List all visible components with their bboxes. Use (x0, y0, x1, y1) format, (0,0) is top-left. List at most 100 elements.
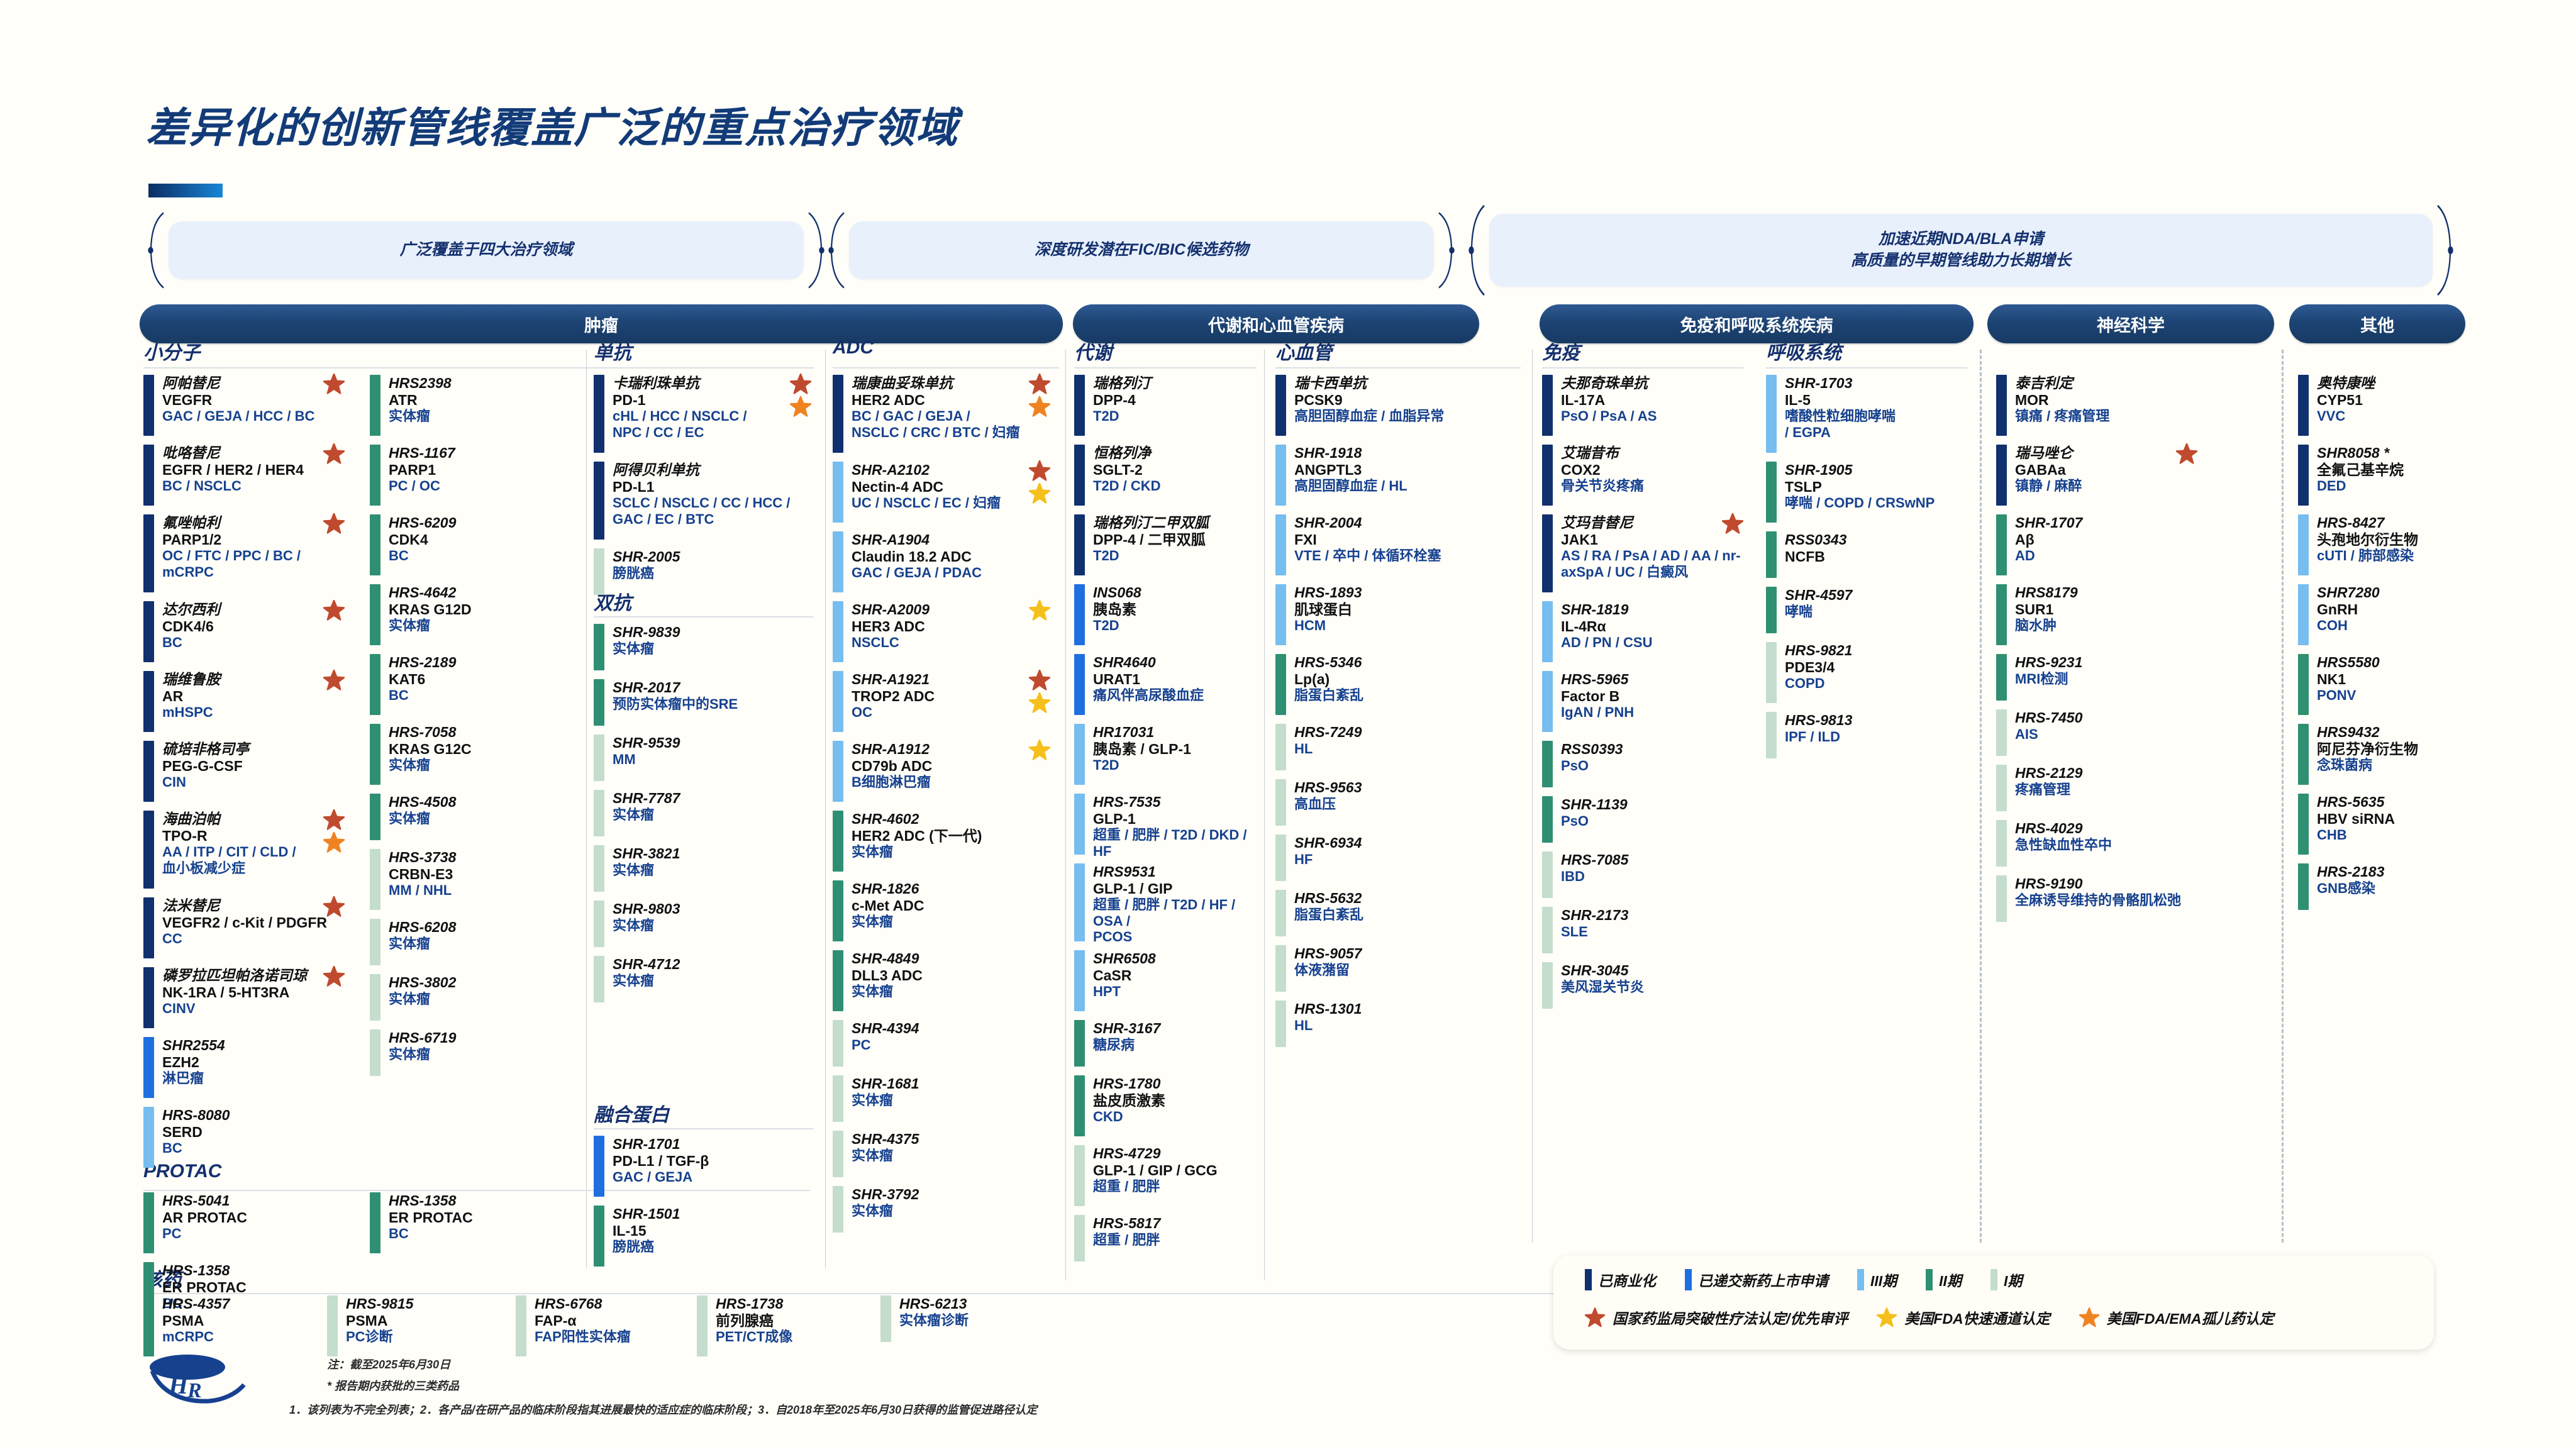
pipeline-card[interactable]: HRS-6719 实体瘤 (370, 1029, 571, 1076)
pipeline-card[interactable]: RSS0343 NCFB (1766, 531, 1974, 578)
pipeline-card[interactable]: HRS5580 NK1 PONV (2298, 654, 2487, 715)
pipeline-card[interactable]: SHR-4597 哮喘 (1766, 587, 1974, 633)
pipeline-card[interactable]: HRS-2129 疼痛管理 (1996, 765, 2204, 811)
pipeline-card[interactable]: 法米替尼 VEGFR2 / c-Kit / PDGFR CC (143, 897, 351, 958)
pipeline-card[interactable]: SHR7280 GnRH COH (2298, 584, 2487, 645)
pipeline-card[interactable]: HRS-9190 全麻诱导维持的骨骼肌松弛 (1996, 875, 2204, 922)
pipeline-card[interactable]: SHR-1139 PsO (1542, 796, 1750, 843)
pipeline-card[interactable]: 阿得贝利单抗 PD-L1 SCLC / NSCLC / CC / HCC / GAC … (594, 462, 818, 540)
pipeline-card[interactable]: SHR-A1912 CD79b ADC B细胞淋巴瘤 (833, 741, 1057, 802)
pipeline-card[interactable]: SHR-A2009 HER3 ADC NSCLC (833, 601, 1057, 662)
pipeline-card[interactable]: SHR-9803 实体瘤 (594, 901, 818, 947)
pipeline-card[interactable]: SHR-1501 IL-15 膀胱癌 (594, 1206, 818, 1267)
pipeline-card[interactable]: SHR-A2102 Nectin-4 ADC UC / NSCLC / EC / 妇… (833, 462, 1057, 523)
pipeline-card[interactable]: HRS-7085 IBD (1542, 851, 1750, 898)
pipeline-card[interactable]: INS068 胰岛素 T2D (1074, 584, 1257, 645)
pipeline-card[interactable]: SHR-4849 DLL3 ADC 实体瘤 (833, 950, 1057, 1011)
pipeline-card[interactable]: SHR-2004 FXI VTE / 卒中 / 体循环栓塞 (1275, 514, 1522, 575)
pipeline-card[interactable]: SHR-2017 预防实体瘤中的SRE (594, 679, 818, 726)
pipeline-card[interactable]: 瑞康曲妥珠单抗 HER2 ADC BC / GAC / GEJA / NSCLC / … (833, 375, 1057, 453)
pipeline-card[interactable]: SHR-2173 SLE (1542, 907, 1750, 953)
pipeline-card[interactable]: HRS-6768 FAP-α FAP阳性实体瘤 (516, 1295, 704, 1356)
pipeline-card[interactable]: HR17031 胰岛素 / GLP-1 T2D (1074, 724, 1257, 785)
pipeline-card[interactable]: HRS-5817 超重 / 肥胖 (1074, 1215, 1257, 1261)
pipeline-card[interactable]: HRS-1358 ER PROTAC BC (370, 1192, 571, 1253)
pipeline-card[interactable]: HRS-8427 头孢地尔衍生物 cUTI / 肺部感染 (2298, 514, 2487, 575)
pipeline-card[interactable]: SHR-9839 实体瘤 (594, 624, 818, 670)
pipeline-card[interactable]: SHR-4375 实体瘤 (833, 1131, 1057, 1177)
pipeline-card[interactable]: SHR-9539 MM (594, 735, 818, 781)
pipeline-card[interactable]: 卡瑞利珠单抗 PD-1 cHL / HCC / NSCLC / NPC / CC / … (594, 375, 818, 453)
pipeline-card[interactable]: 氟唑帕利 PARP1/2 OC / FTC / PPC / BC / mCRPC (143, 514, 351, 592)
pipeline-card[interactable]: SHR-1681 实体瘤 (833, 1075, 1057, 1122)
pipeline-card[interactable]: HRS-1301 HL (1275, 1001, 1522, 1047)
pipeline-card[interactable]: HRS-9057 体液潴留 (1275, 945, 1522, 992)
pipeline-card[interactable]: SHR4640 URAT1 痛风伴高尿酸血症 (1074, 654, 1257, 715)
pipeline-card[interactable]: SHR8058 * 全氟己基辛烷 DED (2298, 445, 2487, 506)
pipeline-card[interactable]: SHR-1905 TSLP 哮喘 / COPD / CRSwNP (1766, 462, 1974, 523)
pipeline-card[interactable]: HRS9531 GLP-1 / GIP 超重 / 肥胖 / T2D / HF / O… (1074, 863, 1257, 945)
pipeline-card[interactable]: HRS-4508 实体瘤 (370, 794, 571, 840)
pipeline-card[interactable]: HRS-6209 CDK4 BC (370, 514, 571, 575)
pipeline-card[interactable]: 恒格列净 SGLT-2 T2D / CKD (1074, 445, 1257, 506)
pipeline-card[interactable]: HRS-9231 MRI检测 (1996, 654, 2204, 701)
pipeline-card[interactable]: 艾瑞昔布 COX2 骨关节炎疼痛 (1542, 445, 1750, 506)
pipeline-card[interactable]: 奥特康唑 CYP51 VVC (2298, 375, 2487, 436)
pipeline-card[interactable]: SHR-1819 IL-4Rα AD / PN / CSU (1542, 601, 1750, 662)
pipeline-card[interactable]: HRS-5041 AR PROTAC PC (143, 1192, 351, 1253)
pipeline-card[interactable]: HRS-9821 PDE3/4 COPD (1766, 642, 1974, 703)
pipeline-card[interactable]: HRS-5965 Factor B IgAN / PNH (1542, 671, 1750, 732)
pipeline-card[interactable]: 艾玛昔替尼 JAK1 AS / RA / PsA / AD / AA / nr-ax… (1542, 514, 1750, 592)
pipeline-card[interactable]: HRS-9815 PSMA PC诊断 (327, 1295, 516, 1356)
pipeline-card[interactable]: HRS-1893 肌球蛋白 HCM (1275, 584, 1522, 645)
pipeline-card[interactable]: HRS-1167 PARP1 PC / OC (370, 445, 571, 506)
pipeline-card[interactable]: RSS0393 PsO (1542, 741, 1750, 787)
pipeline-card[interactable]: HRS-2183 GNB感染 (2298, 863, 2487, 910)
pipeline-card[interactable]: 磷罗拉匹坦帕洛诺司琼 NK-1RA / 5-HT3RA CINV (143, 967, 351, 1028)
pipeline-card[interactable]: SHR-3792 实体瘤 (833, 1186, 1057, 1233)
pipeline-card[interactable]: 瑞维鲁胺 AR mHSPC (143, 671, 351, 732)
pipeline-card[interactable]: SHR-1918 ANGPTL3 高胆固醇血症 / HL (1275, 445, 1522, 506)
pipeline-card[interactable]: SHR-7787 实体瘤 (594, 790, 818, 836)
pipeline-card[interactable]: 达尔西利 CDK4/6 BC (143, 601, 351, 662)
pipeline-card[interactable]: SHR-4712 实体瘤 (594, 956, 818, 1002)
pipeline-card[interactable]: HRS-2189 KAT6 BC (370, 654, 571, 715)
pipeline-card[interactable]: HRS-7249 HL (1275, 724, 1522, 770)
pipeline-card[interactable]: HRS-1780 盐皮质激素 CKD (1074, 1075, 1257, 1136)
pipeline-card[interactable]: HRS-5635 HBV siRNA CHB (2298, 794, 2487, 855)
pipeline-card[interactable]: 夫那奇珠单抗 IL-17A PsO / PsA / AS (1542, 375, 1750, 436)
pipeline-card[interactable]: SHR-1701 PD-L1 / TGF-β GAC / GEJA (594, 1136, 818, 1197)
pipeline-card[interactable]: HRS-4729 GLP-1 / GIP / GCG 超重 / 肥胖 (1074, 1145, 1257, 1206)
pipeline-card[interactable]: SHR-3045 美风湿关节炎 (1542, 962, 1750, 1009)
pipeline-card[interactable]: HRS-7535 GLP-1 超重 / 肥胖 / T2D / DKD / HF (1074, 794, 1257, 859)
pipeline-card[interactable]: 瑞卡西单抗 PCSK9 高胆固醇血症 / 血脂异常 (1275, 375, 1522, 436)
pipeline-card[interactable]: HRS-6208 实体瘤 (370, 919, 571, 965)
pipeline-card[interactable]: HRS8179 SUR1 脑水肿 (1996, 584, 2204, 645)
pipeline-card[interactable]: HRS-9563 高血压 (1275, 779, 1522, 826)
pipeline-card[interactable]: SHR6508 CaSR HPT (1074, 950, 1257, 1011)
pipeline-card[interactable]: SHR-6934 HF (1275, 834, 1522, 881)
pipeline-card[interactable]: HRS-6213 实体瘤诊断 (880, 1295, 1069, 1342)
pipeline-card[interactable]: HRS-5632 脂蛋白紊乱 (1275, 890, 1522, 936)
pipeline-card[interactable]: SHR-3167 糖尿病 (1074, 1020, 1257, 1067)
pipeline-card[interactable]: 瑞格列汀 DPP-4 T2D (1074, 375, 1257, 436)
pipeline-card[interactable]: HRS-1738 前列腺癌 PET/CT成像 (697, 1295, 886, 1356)
pipeline-card[interactable]: HRS-7058 KRAS G12C 实体瘤 (370, 724, 571, 785)
pipeline-card[interactable]: HRS2398 ATR 实体瘤 (370, 375, 571, 436)
pipeline-card[interactable]: SHR-1826 c-Met ADC 实体瘤 (833, 880, 1057, 941)
pipeline-card[interactable]: 阿帕替尼 VEGFR GAC / GEJA / HCC / BC (143, 375, 351, 436)
pipeline-card[interactable]: SHR-4394 PC (833, 1020, 1057, 1067)
pipeline-card[interactable]: SHR-2005 膀胱癌 (594, 548, 818, 595)
pipeline-card[interactable]: SHR2554 EZH2 淋巴瘤 (143, 1037, 351, 1098)
pipeline-card[interactable]: SHR-1703 IL-5 嗜酸性粒细胞哮喘 / EGPA (1766, 375, 1974, 453)
pipeline-card[interactable]: SHR-A1904 Claudin 18.2 ADC GAC / GEJA / PD… (833, 531, 1057, 592)
pipeline-card[interactable]: 瑞格列汀二甲双胍 DPP-4 / 二甲双胍 T2D (1074, 514, 1257, 575)
pipeline-card[interactable]: HRS-4642 KRAS G12D 实体瘤 (370, 584, 571, 645)
pipeline-card[interactable]: 泰吉利定 MOR 镇痛 / 疼痛管理 (1996, 375, 2204, 436)
pipeline-card[interactable]: HRS-3738 CRBN-E3 MM / NHL (370, 849, 571, 910)
pipeline-card[interactable]: HRS-3802 实体瘤 (370, 974, 571, 1021)
pipeline-card[interactable]: SHR-4602 HER2 ADC (下一代) 实体瘤 (833, 811, 1057, 872)
pipeline-card[interactable]: 瑞马唑仑 GABAa 镇静 / 麻醉 (1996, 445, 2204, 506)
pipeline-card[interactable]: 吡咯替尼 EGFR / HER2 / HER4 BC / NSCLC (143, 445, 351, 506)
pipeline-card[interactable]: 海曲泊帕 TPO-R AA / ITP / CIT / CLD / 血小板减少症 (143, 811, 351, 889)
